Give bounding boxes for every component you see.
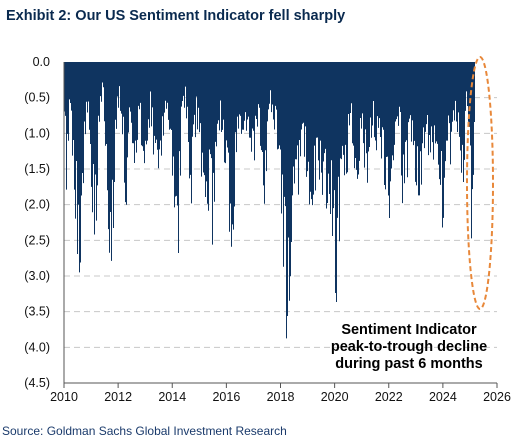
y-tick-label: (4.5) [24,376,50,390]
y-tick-label: (3.0) [24,269,50,283]
chart-title: Exhibit 2: Our US Sentiment Indicator fe… [6,8,346,24]
x-tick-label: 2022 [375,390,403,404]
x-tick-label: 2012 [104,390,132,404]
annotation-line-3: during past 6 months [335,356,482,372]
y-tick-label: (0.5) [24,91,50,105]
y-tick-label: (1.5) [24,162,50,176]
x-tick-label: 2014 [158,390,186,404]
x-tick-label: 2018 [267,390,295,404]
y-tick-label: (2.0) [24,198,50,212]
x-tick-label: 2020 [321,390,349,404]
x-tick-label: 2024 [429,390,457,404]
x-axis-ticks: 2010 2012 2014 2016 2018 2020 2022 2024 2026 [50,390,511,404]
highlight-ellipse [466,56,494,310]
x-tick-label: 2016 [212,390,240,404]
axes [63,62,498,388]
y-tick-label: (2.5) [24,233,50,247]
y-tick-label: 0.0 [33,55,50,69]
y-tick-label: (1.0) [24,126,50,140]
annotation-line-1: Sentiment Indicator [341,322,477,338]
source-note: Source: Goldman Sachs Global Investment … [2,424,287,438]
annotation-line-2: peak-to-trough decline [331,339,487,355]
series-area [64,62,475,339]
y-axis-ticks: 0.0 (0.5) (1.0) (1.5) (2.0) (2.5) (3.0) (3.5) (4… [24,55,50,390]
y-tick-label: (3.5) [24,305,50,319]
x-tick-label: 2010 [50,390,78,404]
y-tick-label: (4.0) [24,340,50,354]
x-tick-label: 2026 [483,390,511,404]
